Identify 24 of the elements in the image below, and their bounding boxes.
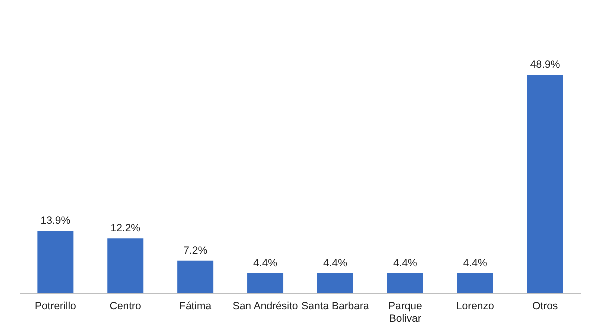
x-tick-label: Otros [532, 300, 558, 312]
x-tick-label: Fátima [180, 300, 212, 312]
x-tick-label: Centro [110, 300, 142, 312]
data-label: 48.9% [530, 59, 560, 71]
bar [108, 238, 144, 293]
x-tick-label: San Andrésito [232, 300, 298, 312]
bar [38, 231, 74, 293]
data-label: 4.4% [393, 257, 418, 270]
x-tick-label: Lorenzo [456, 300, 495, 312]
bar [178, 260, 214, 293]
x-tick-label: Parque Bolivar [388, 300, 423, 325]
bar [387, 273, 424, 293]
data-label: 12.2% [110, 222, 141, 235]
data-label: 13.9% [40, 215, 71, 228]
bar [317, 273, 354, 293]
bar [527, 75, 564, 293]
data-label: 4.4% [254, 257, 278, 270]
x-tick-label: Santa Barbara [302, 300, 370, 312]
data-label: 7.2% [184, 244, 208, 257]
bar [248, 273, 284, 293]
bar [457, 273, 494, 293]
x-tick-label: Potrerillo [34, 300, 77, 312]
data-label: 4.4% [324, 257, 348, 270]
data-label: 4.4% [463, 257, 488, 270]
